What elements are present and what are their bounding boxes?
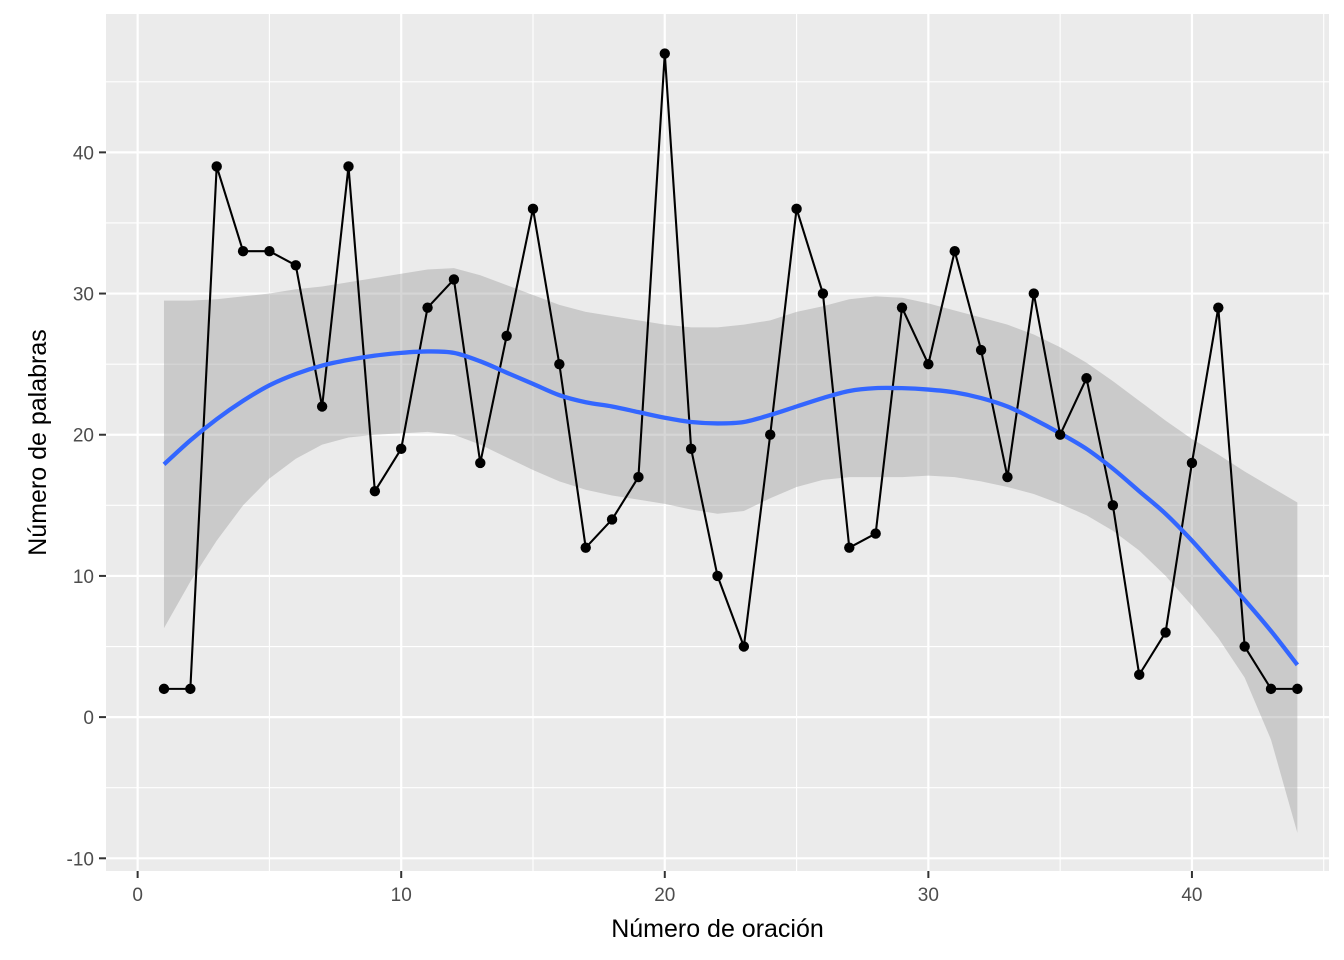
data-points-layer xyxy=(158,48,1303,695)
x-tick-label: 10 xyxy=(391,885,412,906)
data-point xyxy=(1292,683,1303,695)
data-point xyxy=(659,48,670,59)
data-point xyxy=(527,203,539,215)
data-point xyxy=(949,245,960,257)
data-point xyxy=(817,288,829,299)
data-point xyxy=(633,471,644,483)
data-point xyxy=(237,245,249,257)
data-point xyxy=(791,203,802,215)
data-point xyxy=(765,429,776,440)
data-point xyxy=(1186,457,1198,469)
y-tick-label: 10 xyxy=(73,567,94,588)
data-point xyxy=(396,443,407,455)
data-point xyxy=(1239,641,1250,652)
y-tick-label: 20 xyxy=(73,426,94,447)
data-line-layer xyxy=(163,52,1298,690)
data-point xyxy=(343,161,354,172)
minor-grid xyxy=(106,14,1329,871)
data-point xyxy=(316,401,328,412)
data-point xyxy=(1107,500,1119,511)
data-point xyxy=(1134,669,1145,680)
data-point xyxy=(475,457,486,469)
y-tick-label: 0 xyxy=(83,708,94,729)
x-tick-label: 40 xyxy=(1181,885,1202,906)
data-point xyxy=(185,683,196,695)
data-point xyxy=(1265,683,1277,695)
data-point xyxy=(1213,302,1224,313)
smooth-trend-line xyxy=(162,349,1300,667)
data-point xyxy=(501,330,512,342)
data-point xyxy=(1002,471,1013,483)
data-point xyxy=(685,443,697,455)
data-point xyxy=(606,514,618,525)
data-point xyxy=(580,542,591,553)
data-point xyxy=(1081,373,1092,384)
data-point xyxy=(975,344,987,356)
data-point xyxy=(264,245,275,257)
x-tick-label: 30 xyxy=(918,885,939,906)
y-axis-title: Número de palabras xyxy=(24,329,52,556)
data-point xyxy=(712,570,723,582)
data-point xyxy=(844,542,855,553)
y-tick-label: 40 xyxy=(73,143,94,164)
data-point xyxy=(290,260,301,271)
smooth-line-layer xyxy=(162,349,1300,667)
data-point xyxy=(1160,627,1171,638)
y-tick-label: 30 xyxy=(73,285,94,306)
data-point xyxy=(923,358,934,370)
x-tick-label: 0 xyxy=(132,885,143,906)
plot-panel xyxy=(106,14,1329,871)
data-point xyxy=(211,161,222,172)
data-point xyxy=(870,528,881,539)
data-point xyxy=(896,302,908,313)
data-point xyxy=(448,274,460,285)
data-point xyxy=(554,358,565,370)
x-axis-title: Número de oración xyxy=(611,915,824,943)
data-line xyxy=(163,52,1298,690)
data-point xyxy=(369,486,381,497)
y-tick-label: -10 xyxy=(67,849,94,870)
x-tick-label: 20 xyxy=(654,885,675,906)
y-axis: -10 0 10 20 30 40 xyxy=(67,143,106,870)
data-point xyxy=(1054,429,1066,440)
data-point xyxy=(422,302,433,313)
data-point xyxy=(738,641,750,652)
data-point xyxy=(158,683,170,695)
data-point xyxy=(1028,288,1039,299)
x-axis: 0 10 20 30 40 xyxy=(132,871,1203,906)
